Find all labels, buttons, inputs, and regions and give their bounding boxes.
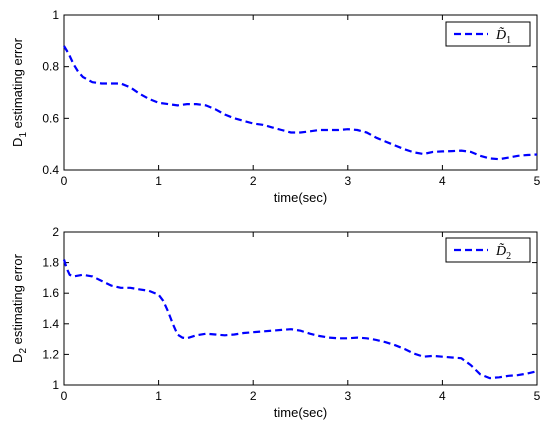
x-tick-label: 5 bbox=[534, 389, 541, 403]
y-tick-label: 0.8 bbox=[42, 60, 59, 74]
y-axis-label: D1 estimating error bbox=[10, 37, 29, 147]
x-tick-label: 4 bbox=[439, 389, 446, 403]
series-line-1 bbox=[63, 45, 538, 161]
x-tick-label: 0 bbox=[61, 389, 68, 403]
y-tick-label: 2 bbox=[52, 225, 59, 239]
legend-label: D̃2 bbox=[495, 243, 511, 262]
y-tick-label: 1.2 bbox=[42, 347, 59, 361]
x-tick-label: 2 bbox=[250, 174, 257, 188]
x-tick-label: 4 bbox=[439, 174, 446, 188]
x-tick-label: 1 bbox=[155, 389, 162, 403]
y-tick-label: 1 bbox=[52, 8, 59, 22]
x-axis-label: time(sec) bbox=[274, 405, 327, 420]
x-axis-label: time(sec) bbox=[274, 190, 327, 205]
x-tick-label: 1 bbox=[155, 174, 162, 188]
y-axis-label: D2 estimating error bbox=[10, 253, 29, 363]
y-tick-label: 1 bbox=[52, 378, 59, 392]
legend-label: D̃1 bbox=[495, 27, 511, 46]
series-line-2 bbox=[62, 259, 538, 380]
x-tick-label: 0 bbox=[61, 174, 68, 188]
y-tick-label: 1.6 bbox=[42, 286, 59, 300]
chart-panel-1: 0 1 2 3 4 5 0.4 0.6 0.8 1 time(sec) D1 estimating e… bbox=[10, 8, 541, 205]
y-tick-label: 1.4 bbox=[42, 317, 59, 331]
legend: D̃2 bbox=[445, 237, 531, 263]
legend: D̃1 bbox=[445, 21, 531, 47]
x-tick-label: 3 bbox=[344, 389, 351, 403]
x-tick-label: 2 bbox=[250, 389, 257, 403]
y-tick-label: 0.6 bbox=[42, 111, 59, 125]
y-tick-label: 1.8 bbox=[42, 256, 59, 270]
y-tick-label: 0.4 bbox=[42, 163, 59, 177]
x-tick-label: 5 bbox=[534, 174, 541, 188]
x-tick-label: 3 bbox=[344, 174, 351, 188]
